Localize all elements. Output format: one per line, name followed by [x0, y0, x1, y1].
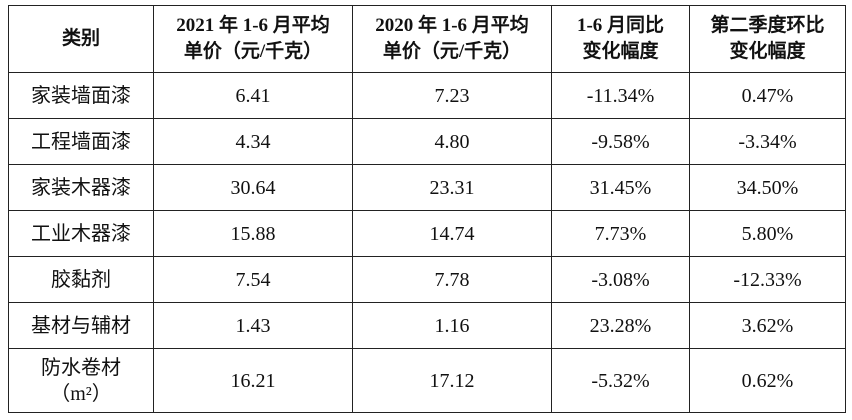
cell-text: 7.78: [434, 268, 470, 291]
cell-text: 15.88: [230, 222, 276, 245]
cell-text: 14.74: [429, 222, 475, 245]
value-cell: 15.88: [153, 210, 353, 257]
cell-line: 变化幅度: [729, 41, 806, 62]
header-cell: 类别: [8, 5, 154, 73]
cell-text: 1.43: [235, 314, 271, 337]
row-label: 工业木器漆: [8, 210, 154, 257]
cell-line: 防水卷材: [41, 356, 121, 379]
cell-text: 0.62%: [741, 369, 794, 392]
table-row: 基材与辅材 1.43 1.16 23.28% 3.62%: [8, 302, 846, 349]
cell-line: 家装墙面漆: [31, 84, 131, 107]
cell-line: 基材与辅材: [31, 314, 131, 337]
cell-text: 34.50%: [736, 176, 799, 199]
header-row: 类别 2021 年 1-6 月平均 单价（元/千克） 2020 年 1-6 月平均 单价…: [8, 5, 846, 73]
price-table: 类别 2021 年 1-6 月平均 单价（元/千克） 2020 年 1-6 月平均 单价…: [8, 5, 846, 413]
table-row: 家装木器漆 30.64 23.31 31.45% 34.50%: [8, 164, 846, 211]
value-cell: 6.41: [153, 72, 353, 119]
value-cell: 23.28%: [551, 302, 690, 349]
cell-text: 0.47%: [741, 84, 794, 107]
cell-text: 3.62%: [741, 314, 794, 337]
cell-line: 工业木器漆: [31, 222, 131, 245]
cell-text: 7.73%: [594, 222, 647, 245]
value-cell: -9.58%: [551, 118, 690, 165]
cell-text: 23.31: [429, 176, 475, 199]
cell-line: 单价（元/千克）: [183, 41, 323, 62]
row-label: 家装木器漆: [8, 164, 154, 211]
cell-text: -11.34%: [586, 84, 655, 107]
value-cell: 16.21: [153, 348, 353, 413]
cell-text: 31.45%: [589, 176, 652, 199]
cell-line: （m²）: [50, 382, 112, 405]
value-cell: 7.54: [153, 256, 353, 303]
value-cell: 23.31: [352, 164, 552, 211]
row-label: 防水卷材 （m²）: [8, 348, 154, 413]
value-cell: 34.50%: [689, 164, 846, 211]
value-cell: 14.74: [352, 210, 552, 257]
cell-text: 5.80%: [741, 222, 794, 245]
header-cell: 2021 年 1-6 月平均 单价（元/千克）: [153, 5, 353, 73]
cell-line: 工程墙面漆: [31, 130, 131, 153]
table-row: 胶黏剂 7.54 7.78 -3.08% -12.33%: [8, 256, 846, 303]
value-cell: -12.33%: [689, 256, 846, 303]
cell-text: 7.23: [434, 84, 470, 107]
value-cell: -3.34%: [689, 118, 846, 165]
cell-line: 变化幅度: [582, 41, 659, 62]
value-cell: 5.80%: [689, 210, 846, 257]
header-cell: 2020 年 1-6 月平均 单价（元/千克）: [352, 5, 552, 73]
cell-text: -12.33%: [733, 268, 802, 291]
value-cell: 1.16: [352, 302, 552, 349]
value-cell: -5.32%: [551, 348, 690, 413]
cell-line: 第二季度环比: [710, 15, 825, 36]
cell-text: 16.21: [230, 369, 276, 392]
cell-line: 2020 年 1-6 月平均: [375, 15, 529, 36]
value-cell: 3.62%: [689, 302, 846, 349]
cell-text: 17.12: [429, 369, 475, 392]
row-label: 基材与辅材: [8, 302, 154, 349]
value-cell: 7.78: [352, 256, 552, 303]
cell-text: 4.80: [434, 130, 470, 153]
cell-text: 30.64: [230, 176, 276, 199]
cell-text: 1.16: [434, 314, 470, 337]
value-cell: 0.62%: [689, 348, 846, 413]
row-label: 家装墙面漆: [8, 72, 154, 119]
cell-line: 胶黏剂: [51, 268, 111, 291]
table-row: 家装墙面漆 6.41 7.23 -11.34% 0.47%: [8, 72, 846, 119]
cell-text: -3.08%: [591, 268, 650, 291]
table-row: 工程墙面漆 4.34 4.80 -9.58% -3.34%: [8, 118, 846, 165]
value-cell: -3.08%: [551, 256, 690, 303]
cell-line: 单价（元/千克）: [382, 41, 522, 62]
value-cell: 17.12: [352, 348, 552, 413]
row-label: 胶黏剂: [8, 256, 154, 303]
cell-text: 4.34: [235, 130, 271, 153]
cell-line: 类别: [61, 28, 100, 49]
cell-text: 6.41: [235, 84, 271, 107]
value-cell: 4.34: [153, 118, 353, 165]
header-cell: 第二季度环比 变化幅度: [689, 5, 846, 73]
cell-line: 家装木器漆: [31, 176, 131, 199]
cell-text: 7.54: [235, 268, 271, 291]
value-cell: 7.73%: [551, 210, 690, 257]
value-cell: 4.80: [352, 118, 552, 165]
value-cell: 7.23: [352, 72, 552, 119]
cell-line: 2021 年 1-6 月平均: [176, 15, 330, 36]
row-label: 工程墙面漆: [8, 118, 154, 165]
cell-text: -3.34%: [738, 130, 797, 153]
value-cell: 0.47%: [689, 72, 846, 119]
table-row: 工业木器漆 15.88 14.74 7.73% 5.80%: [8, 210, 846, 257]
value-cell: 31.45%: [551, 164, 690, 211]
cell-text: 23.28%: [589, 314, 652, 337]
cell-line: 1-6 月同比: [576, 15, 665, 36]
cell-text: -9.58%: [591, 130, 650, 153]
value-cell: 1.43: [153, 302, 353, 349]
cell-text: -5.32%: [591, 369, 650, 392]
value-cell: 30.64: [153, 164, 353, 211]
header-cell: 1-6 月同比 变化幅度: [551, 5, 690, 73]
value-cell: -11.34%: [551, 72, 690, 119]
table-row: 防水卷材 （m²） 16.21 17.12 -5.32% 0.62%: [8, 348, 846, 413]
